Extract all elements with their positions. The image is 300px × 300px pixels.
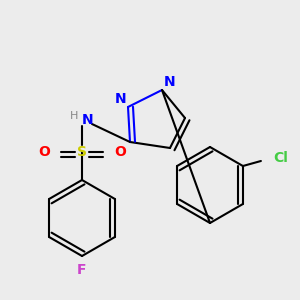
Text: O: O xyxy=(38,145,50,159)
Text: H: H xyxy=(70,111,78,121)
Text: Cl: Cl xyxy=(273,151,288,165)
Text: O: O xyxy=(114,145,126,159)
Text: N: N xyxy=(82,113,94,127)
Text: N: N xyxy=(164,75,176,89)
Text: N: N xyxy=(114,92,126,106)
Text: S: S xyxy=(77,145,87,159)
Text: F: F xyxy=(77,263,87,277)
